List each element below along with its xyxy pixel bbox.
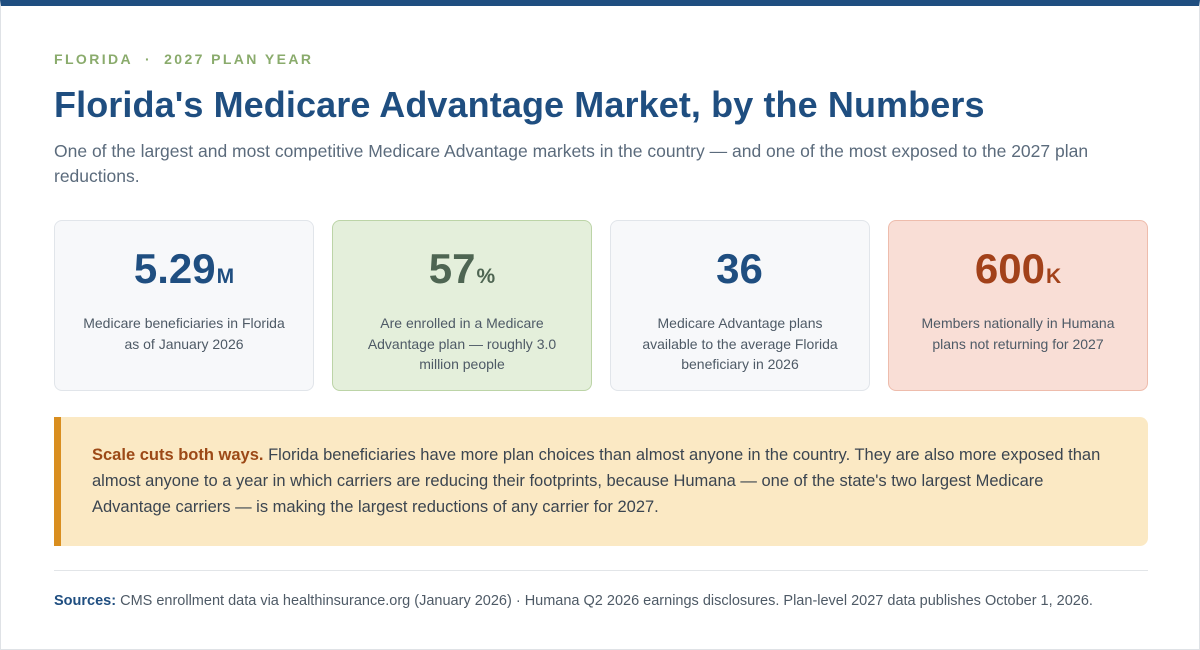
stat-unit: % <box>476 265 496 288</box>
sources-label: Sources: <box>54 593 117 609</box>
callout-box: Scale cuts both ways. Florida beneficiar… <box>54 417 1148 546</box>
eyebrow: FLORIDA · 2027 PLAN YEAR <box>54 51 313 67</box>
stat-card-enrollment: 57% Are enrolled in a Medicare Advantage… <box>332 220 592 391</box>
stat-card-plans: 36 Medicare Advantage plans available to… <box>610 220 870 391</box>
stat-value: 36 <box>611 246 869 300</box>
stat-label: Medicare Advantage plans available to th… <box>642 315 838 372</box>
page-subtitle: One of the largest and most competitive … <box>54 141 1089 186</box>
stat-value: 57% <box>333 246 591 300</box>
stat-value: 600K <box>889 246 1147 300</box>
eyebrow-separator: · <box>145 51 153 67</box>
eyebrow-state: FLORIDA <box>54 51 134 67</box>
stat-label: Members nationally in Humana plans not r… <box>921 315 1115 352</box>
stat-unit: K <box>1045 265 1062 288</box>
callout-lead: Scale cuts both ways. <box>92 446 264 464</box>
stat-number: 57 <box>428 245 476 292</box>
stat-cards: 5.29M Medicare beneficiaries in Florida … <box>54 220 1148 391</box>
callout-body: Florida beneficiaries have more plan cho… <box>92 446 1101 516</box>
stat-number: 600 <box>974 245 1045 292</box>
sources-note: Sources: CMS enrollment data via healthi… <box>54 593 1148 609</box>
stat-number: 36 <box>716 245 763 292</box>
eyebrow-year: 2027 PLAN YEAR <box>164 51 314 67</box>
stat-number: 5.29 <box>133 245 216 292</box>
stat-unit: M <box>216 265 235 288</box>
stat-card-beneficiaries: 5.29M Medicare beneficiaries in Florida … <box>54 220 314 391</box>
stat-label: Are enrolled in a Medicare Advantage pla… <box>367 315 557 372</box>
page-title: Florida's Medicare Advantage Market, by … <box>54 84 985 125</box>
stat-value: 5.29M <box>55 246 313 300</box>
stat-label: Medicare beneficiaries in Florida as of … <box>83 315 285 352</box>
stat-card-humana: 600K Members nationally in Humana plans … <box>888 220 1148 391</box>
sources-text: CMS enrollment data via healthinsurance.… <box>116 593 1093 609</box>
footer-divider <box>54 570 1148 571</box>
